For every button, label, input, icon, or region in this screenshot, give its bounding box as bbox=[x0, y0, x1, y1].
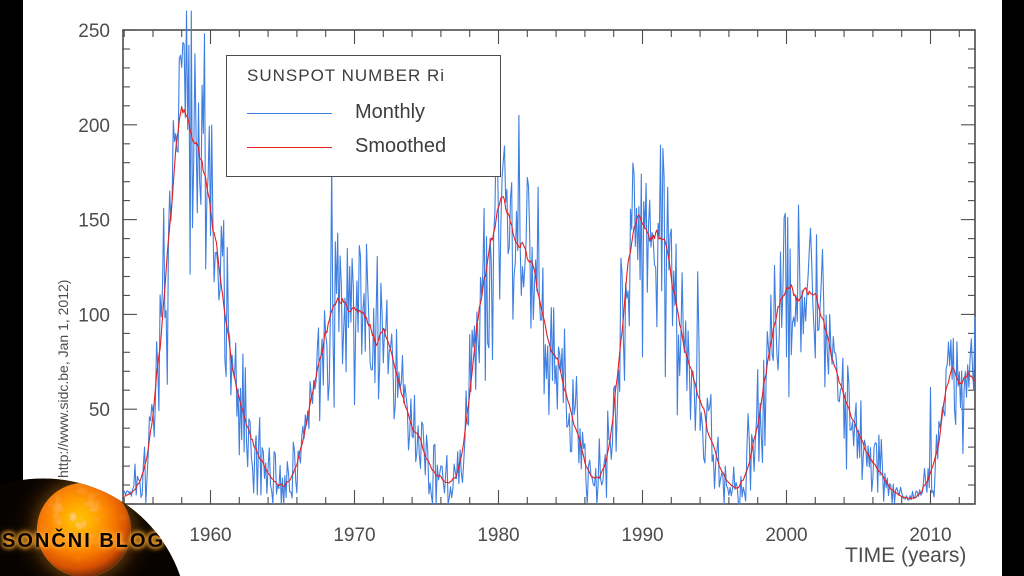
svg-text:250: 250 bbox=[78, 21, 110, 42]
svg-text:1990: 1990 bbox=[621, 525, 663, 546]
svg-text:1960: 1960 bbox=[189, 525, 231, 546]
svg-text:200: 200 bbox=[78, 116, 110, 137]
svg-text:1970: 1970 bbox=[333, 525, 375, 546]
svg-text:150: 150 bbox=[78, 211, 110, 232]
svg-text:50: 50 bbox=[89, 400, 110, 421]
svg-text:1980: 1980 bbox=[477, 525, 519, 546]
svg-text:2010: 2010 bbox=[909, 525, 951, 546]
svg-text:2000: 2000 bbox=[765, 525, 807, 546]
svg-text:100: 100 bbox=[78, 305, 110, 326]
